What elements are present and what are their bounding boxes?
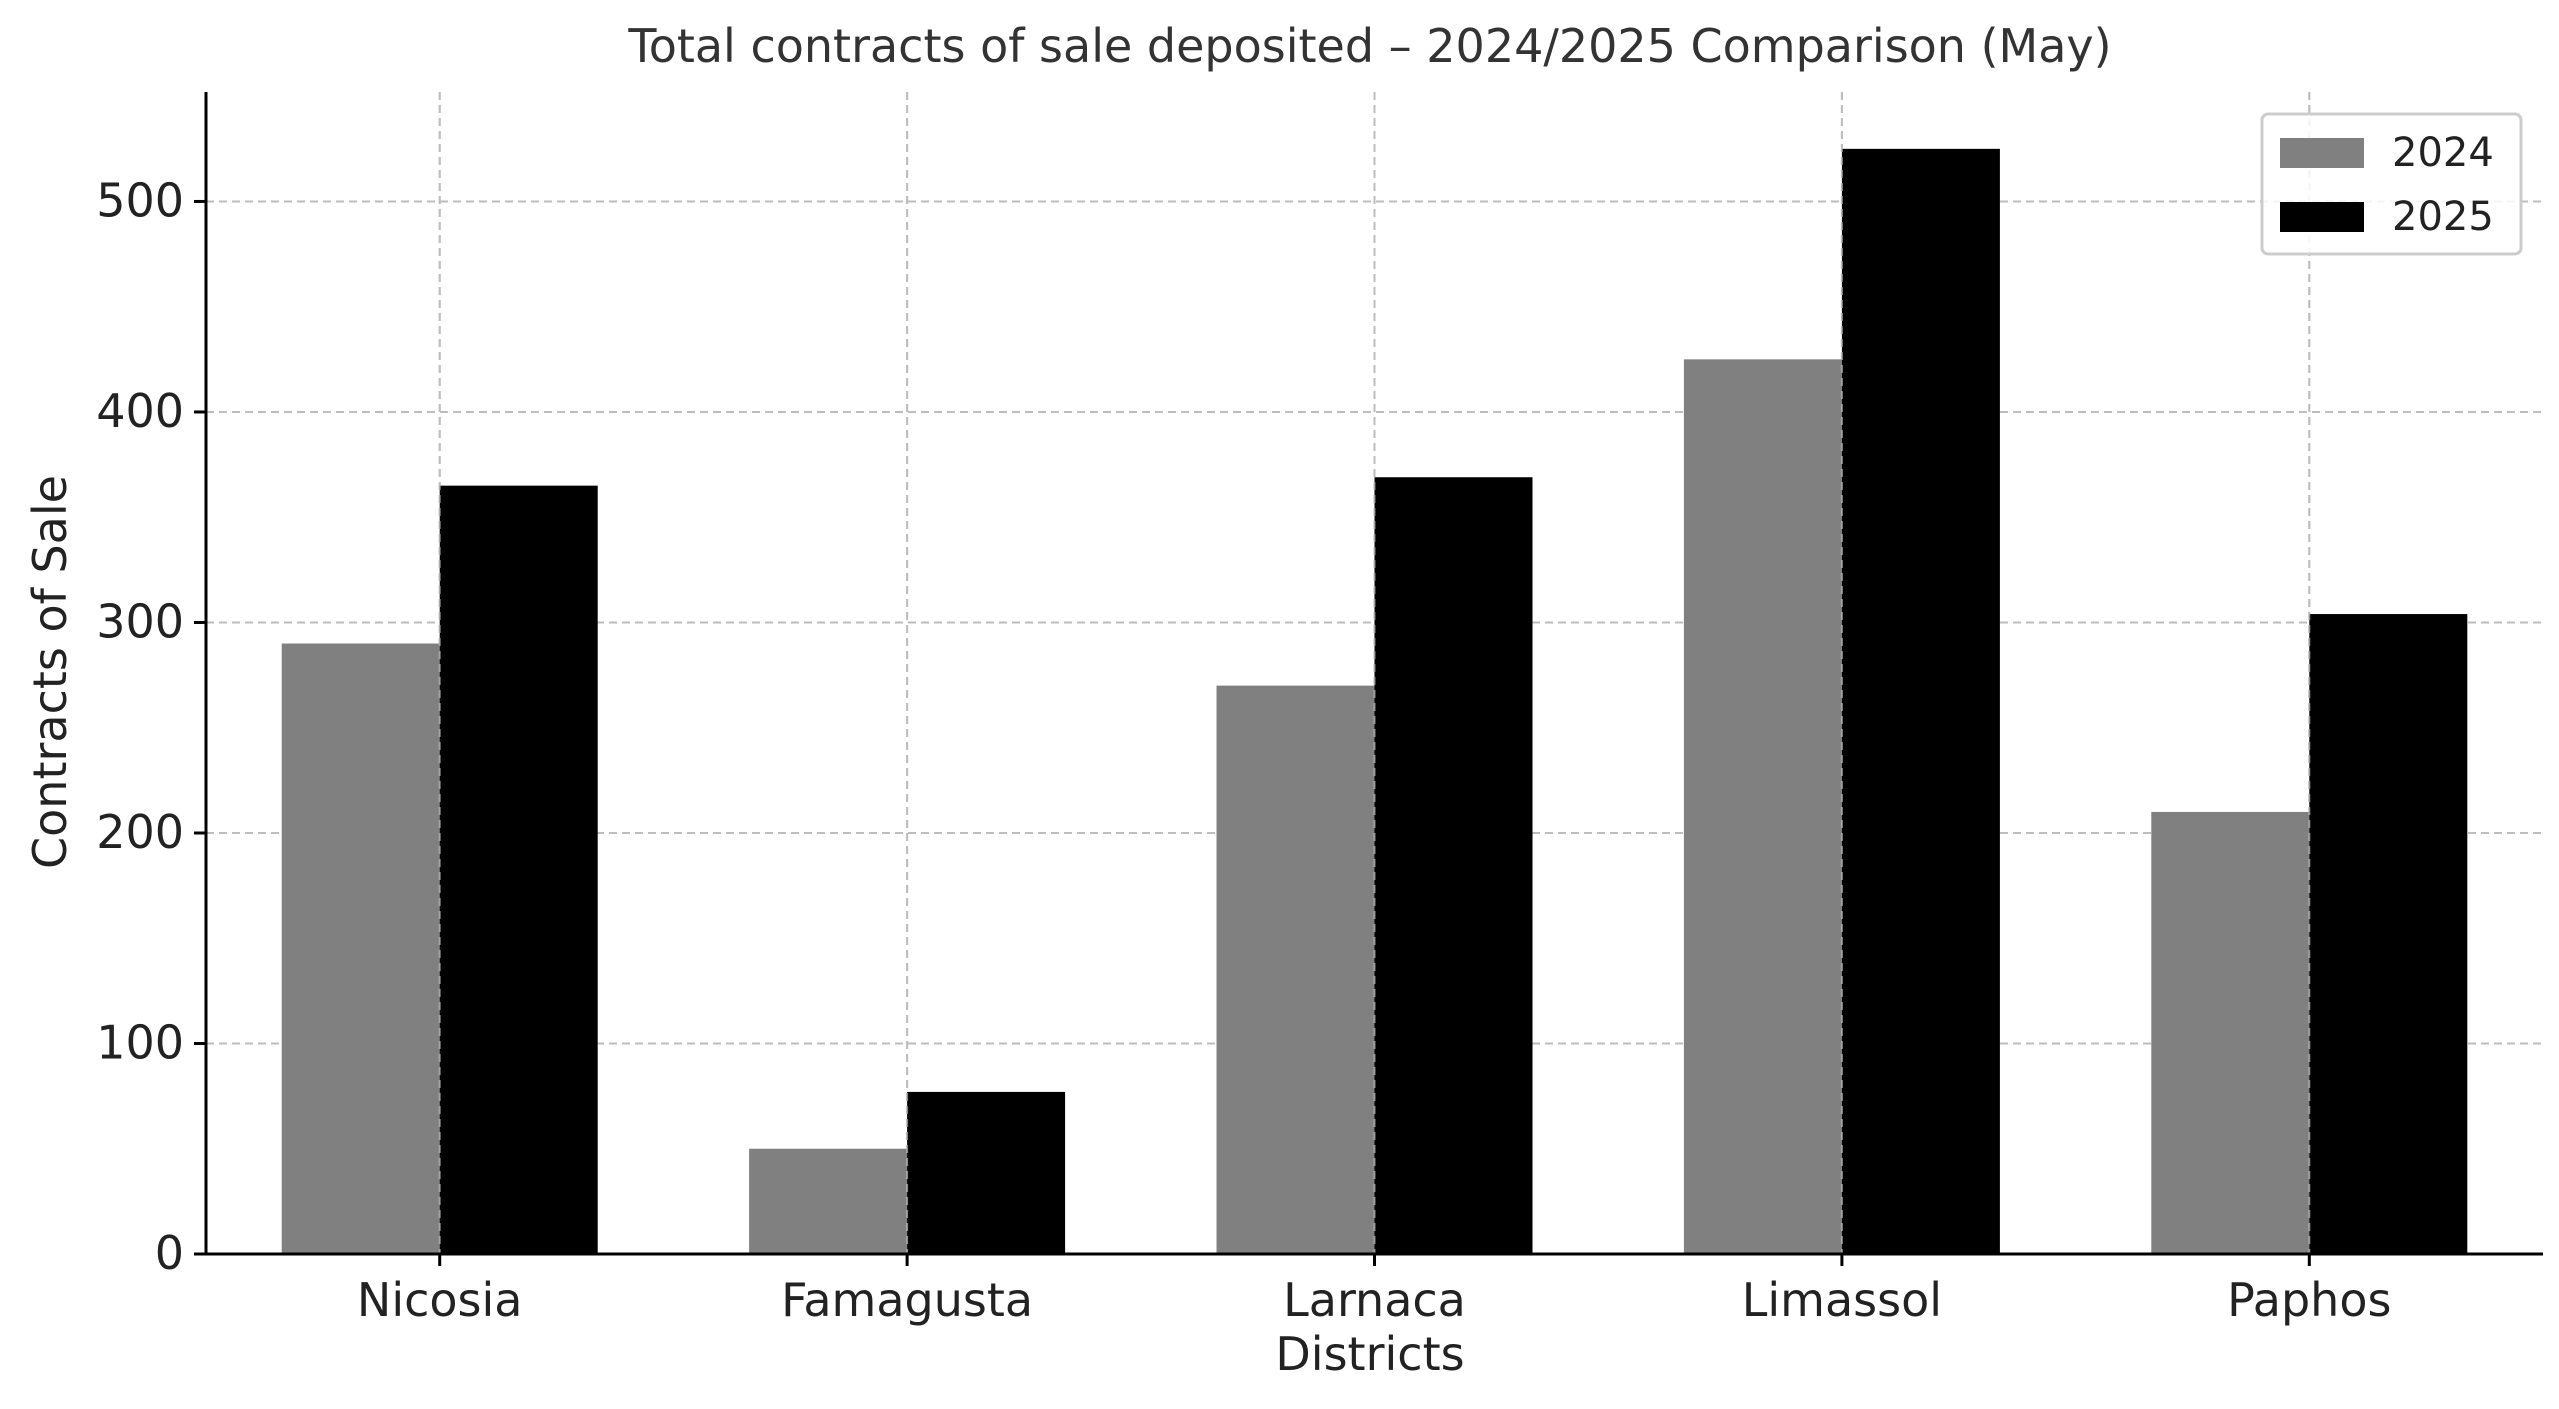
y-tick-label: 100 (96, 1015, 184, 1069)
bars-layer (281, 92, 2468, 1255)
x-tick-label: Nicosia (357, 1273, 523, 1327)
x-tick-label: Larnaca (1283, 1273, 1466, 1327)
x-tick-label: Limassol (1742, 1273, 1942, 1327)
ticks-layer: 0 100 200 300 400 500 Nicosia Famagusta Larnaca L… (96, 173, 2391, 1327)
y-tick-label: 200 (96, 805, 184, 859)
legend-swatch-2025 (2280, 202, 2364, 232)
bar-2025-larnaca (1374, 477, 1533, 1254)
y-tick-label: 500 (96, 173, 184, 227)
bar-2025-limassol (1841, 148, 2000, 1255)
bar-2024-paphos (2151, 811, 2310, 1254)
y-axis-label: Contracts of Sale (23, 475, 77, 869)
bar-2025-nicosia (439, 485, 598, 1254)
x-axis-label: Districts (1275, 1327, 1464, 1381)
legend: 2024 2025 (2260, 112, 2523, 256)
x-tick-label: Famagusta (781, 1273, 1033, 1327)
bar-2024-larnaca (1216, 685, 1375, 1254)
y-tick-label: 400 (96, 384, 184, 438)
bar-2024-famagusta (749, 1148, 908, 1254)
chart-title: Total contracts of sale deposited – 2024… (627, 19, 2111, 73)
bar-2024-nicosia (281, 643, 440, 1254)
legend-label-2025: 2025 (2392, 194, 2494, 240)
legend-label-2024: 2024 (2392, 130, 2494, 176)
y-tick-label: 0 (155, 1226, 184, 1280)
bar-2025-famagusta (907, 1091, 1066, 1254)
bar-2025-paphos (2309, 614, 2468, 1254)
x-tick-label: Paphos (2227, 1273, 2391, 1327)
legend-swatch-2024 (2280, 138, 2364, 168)
bar-2024-limassol (1683, 359, 1842, 1254)
y-tick-label: 300 (96, 594, 184, 648)
